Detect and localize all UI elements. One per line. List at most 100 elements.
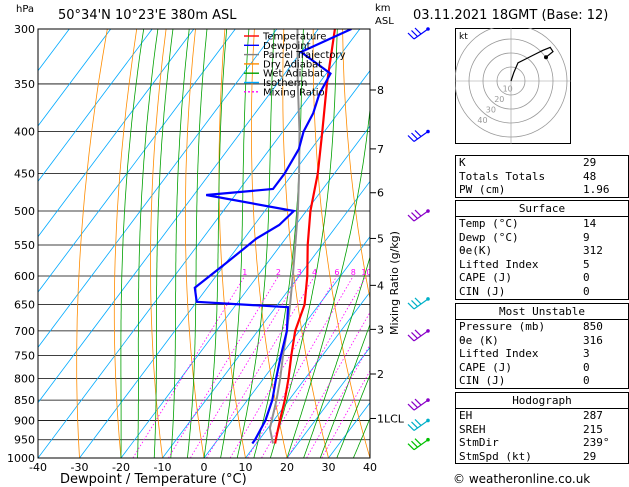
wind-barb-dot — [426, 209, 430, 213]
pressure-tick-label: 950 — [14, 434, 35, 447]
x-tick-label: 20 — [280, 461, 294, 474]
km-tick-label: 3 — [377, 323, 384, 336]
wind-barb-flag — [408, 303, 414, 309]
wind-barb-flag — [412, 332, 418, 338]
surface-label: Lifted Index — [456, 258, 580, 272]
wind-barb-flag — [415, 399, 421, 405]
surface-title: Surface — [456, 201, 628, 217]
surface-value: 0 — [580, 271, 628, 285]
hodograph-ring-label: 40 — [477, 116, 487, 125]
pressure-tick-label: 850 — [14, 394, 35, 407]
datetime-title: 03.11.2021 18GMT (Base: 12) — [413, 8, 608, 23]
surface-label: Temp (°C) — [456, 217, 580, 231]
height-unit-asl: ASL — [375, 15, 394, 28]
mixing-ratio-axis-title: Mixing Ratio (g/kg) — [388, 231, 401, 335]
most-unstable-title: Most Unstable — [456, 304, 628, 320]
surface-row: CAPE (J)0 — [456, 271, 628, 285]
wind-barb-flag — [415, 419, 421, 425]
km-tick-label: 5 — [377, 232, 384, 245]
most-unstable-value: 0 — [580, 361, 628, 375]
dry-adiabat — [372, 29, 453, 458]
wind-barbs — [408, 27, 430, 450]
surface-label: θe(K) — [456, 244, 580, 258]
hodograph-title: Hodograph — [456, 393, 628, 409]
most-unstable-value: 850 — [580, 320, 628, 334]
mixing-ratio-label: 25 — [418, 268, 428, 277]
hodograph-index-row: StmSpd (kt)29 — [456, 450, 628, 464]
mixing-ratio-label: 4 — [312, 268, 317, 277]
surface-row: CIN (J)0 — [456, 285, 628, 299]
hodograph-index-value: 29 — [580, 450, 628, 464]
wind-barb-dot — [426, 438, 430, 442]
footer-credit: © weatheronline.co.uk — [453, 472, 590, 486]
chart-axes: 3003504004505005506006507007508008509009… — [7, 23, 405, 474]
index-value: 1.96 — [580, 183, 628, 197]
wet-adiabat — [171, 29, 189, 458]
pressure-tick-label: 750 — [14, 349, 35, 362]
mixing-ratio-label: 3 — [297, 268, 302, 277]
km-tick-label: 8 — [377, 84, 384, 97]
index-row: PW (cm)1.96 — [456, 183, 628, 197]
height-unit-label: km ASL — [375, 2, 394, 28]
hodograph-index-value: 287 — [580, 409, 628, 423]
dry-adiabat — [151, 29, 167, 458]
wind-barb-dot — [426, 398, 430, 402]
most-unstable-label: CAPE (J) — [456, 361, 580, 375]
pressure-tick-label: 400 — [14, 126, 35, 139]
index-label: PW (cm) — [456, 183, 580, 197]
hodograph-index-label: StmSpd (kt) — [456, 450, 580, 464]
mixing-ratio-label: 6 — [334, 268, 339, 277]
hodograph-ring-label: 20 — [494, 95, 504, 104]
wind-barb-dot — [426, 329, 430, 333]
wind-barb-flag — [415, 330, 421, 336]
pressure-tick-label: 450 — [14, 167, 35, 180]
km-tick-label: 4 — [377, 279, 384, 292]
x-tick-label: 40 — [363, 461, 377, 474]
wind-barb-dot — [426, 297, 430, 301]
pressure-tick-label: 350 — [14, 78, 35, 91]
wind-barb-flag — [415, 210, 421, 216]
most-unstable-label: CIN (J) — [456, 374, 580, 388]
index-label: Totals Totals — [456, 170, 580, 184]
wind-barb-flag — [408, 404, 414, 410]
wind-barb-flag — [412, 441, 418, 447]
mixing-ratio-line — [230, 276, 337, 458]
hodograph-index-label: SREH — [456, 423, 580, 437]
location-title: 50°34'N 10°23'E 380m ASL — [58, 8, 237, 23]
pressure-tick-label: 550 — [14, 239, 35, 252]
wind-barb-flag — [408, 444, 414, 450]
wind-barb-flag — [408, 136, 414, 142]
most-unstable-label: Lifted Index — [456, 347, 580, 361]
hodograph-index-label: EH — [456, 409, 580, 423]
hodograph-unit: kt — [459, 32, 468, 42]
km-tick-label: 6 — [377, 187, 384, 200]
x-tick-label: -40 — [29, 461, 47, 474]
x-axis-title: Dewpoint / Temperature (°C) — [60, 472, 247, 487]
mixing-ratio-label: 2 — [276, 268, 281, 277]
legend-entry: Mixing Ratio — [263, 87, 325, 98]
index-value: 48 — [580, 170, 628, 184]
mixing-ratio-line — [288, 276, 391, 458]
hodograph-index-value: 215 — [580, 423, 628, 437]
isotherm — [0, 29, 235, 458]
surface-label: CIN (J) — [456, 285, 580, 299]
mixing-ratio-line — [248, 276, 354, 458]
surface-value: 312 — [580, 244, 628, 258]
wind-barb-flag — [408, 33, 414, 39]
surface-label: CAPE (J) — [456, 271, 580, 285]
surface-row: θe(K)312 — [456, 244, 628, 258]
wind-barb-flag — [408, 335, 414, 341]
most-unstable-row: Pressure (mb)850 — [456, 320, 628, 334]
dry-adiabat — [114, 29, 136, 458]
wind-barb-flag — [412, 422, 418, 428]
hodograph-index-label: StmDir — [456, 436, 580, 450]
